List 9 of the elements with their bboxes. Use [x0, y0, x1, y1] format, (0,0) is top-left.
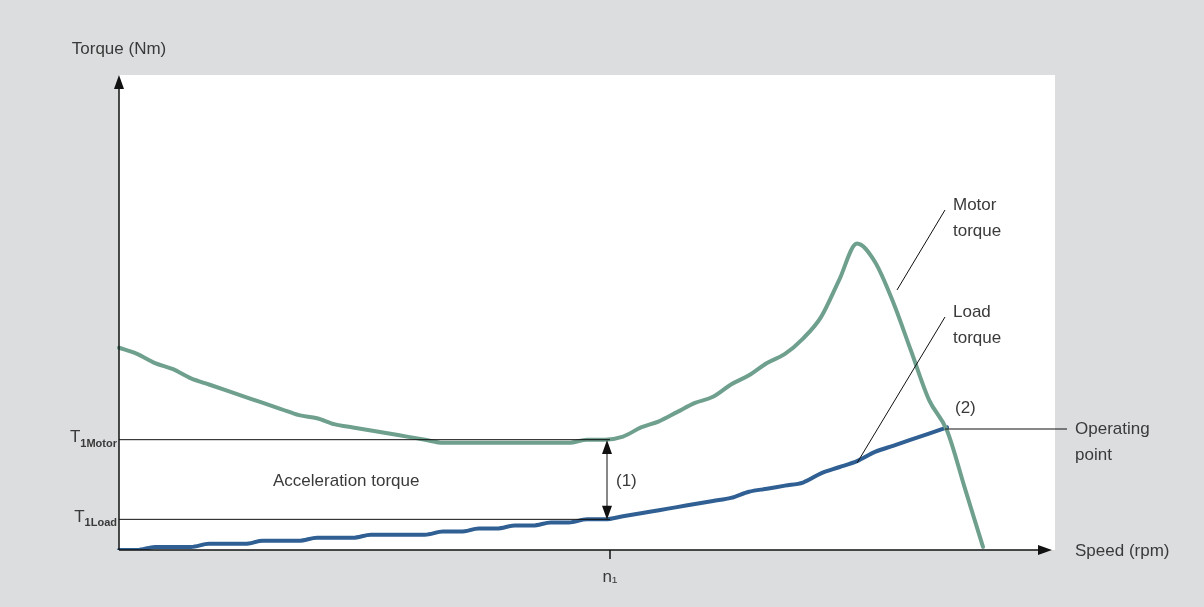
text: n₁: [602, 566, 618, 586]
annotation: (2): [955, 397, 976, 417]
text: Motor torque: [953, 194, 1002, 240]
text: Load torque: [953, 301, 1002, 347]
annotation: Acceleration torque: [273, 470, 420, 490]
text: Operating point: [1075, 418, 1150, 464]
annotation: (1): [616, 470, 637, 490]
text: Torque (Nm): [71, 38, 167, 58]
x-axis-title: Speed (rpm): [1075, 540, 1170, 560]
